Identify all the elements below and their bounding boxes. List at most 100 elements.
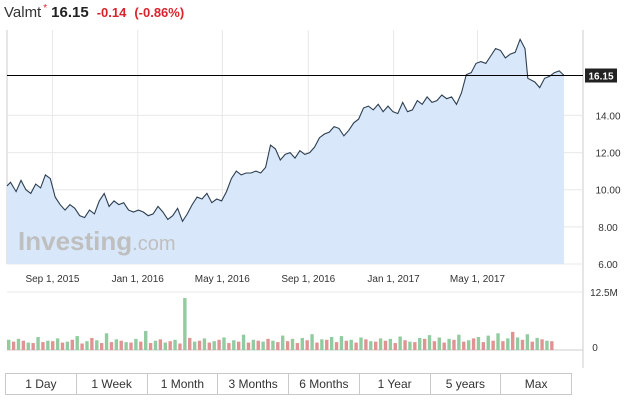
- volume-bar: [408, 341, 412, 350]
- volume-bar: [46, 340, 50, 350]
- price-change-percent: (-0.86%): [134, 5, 185, 20]
- volume-bar: [31, 343, 35, 350]
- volume-bar: [315, 342, 319, 350]
- volume-bar: [540, 339, 544, 350]
- timeframe-button-1-year[interactable]: 1 Year: [359, 374, 431, 394]
- timeframe-button-1-month[interactable]: 1 Month: [147, 374, 219, 394]
- volume-bar: [144, 330, 148, 350]
- volume-bar: [520, 339, 525, 350]
- volume-bar: [21, 340, 26, 350]
- volume-bar: [329, 337, 334, 350]
- volume-bar: [501, 341, 505, 350]
- volume-bar: [173, 339, 177, 350]
- volume-bar: [457, 334, 461, 350]
- volume-bar: [114, 339, 119, 350]
- volume-bar: [129, 342, 133, 350]
- volume-bar: [119, 340, 123, 350]
- timeframe-button-1-day[interactable]: 1 Day: [6, 374, 77, 394]
- volume-bar: [432, 341, 437, 350]
- timeframe-button-max[interactable]: Max: [501, 374, 571, 394]
- volume-bar: [261, 341, 265, 350]
- y-tick-label: 6.00: [598, 260, 618, 271]
- volume-bar: [192, 341, 197, 350]
- volume-bar: [550, 341, 554, 350]
- volume-bar: [334, 342, 339, 350]
- volume-bar: [158, 339, 163, 350]
- volume-bar: [65, 341, 70, 350]
- volume-bar: [148, 343, 153, 350]
- timeframe-button-6-months[interactable]: 6 Months: [289, 374, 360, 394]
- instrument-marker: *: [43, 3, 48, 14]
- volume-bar: [271, 340, 275, 350]
- volume-bar: [51, 341, 55, 350]
- last-price: 16.15: [51, 4, 89, 21]
- volume-bar: [285, 341, 290, 350]
- volume-bar: [300, 337, 304, 350]
- volume-bar: [95, 340, 99, 350]
- y-tick-label: 8.00: [598, 223, 618, 234]
- volume-bar: [388, 338, 393, 350]
- volume-bar: [339, 336, 344, 350]
- volume-bar: [481, 342, 486, 350]
- volume-bar: [290, 338, 295, 350]
- volume-bar: [276, 342, 280, 350]
- volume-max-label: 12.5M: [590, 288, 618, 299]
- volume-bar: [383, 340, 388, 350]
- volume-bar: [178, 343, 182, 350]
- volume-bar: [506, 338, 510, 350]
- volume-bar: [398, 336, 402, 350]
- volume-bar: [373, 341, 378, 350]
- timeframe-button-5-years[interactable]: 5 years: [430, 374, 502, 394]
- x-tick-label: Jan 1, 2017: [367, 274, 420, 285]
- x-tick-label: Jan 1, 2016: [112, 274, 165, 285]
- volume-bar: [80, 343, 84, 350]
- volume-bar: [496, 333, 500, 350]
- volume-bar: [535, 337, 539, 350]
- volume-bar: [344, 340, 349, 350]
- volume-bar: [545, 340, 549, 350]
- volume-bar: [393, 343, 397, 350]
- volume-bar: [320, 339, 324, 350]
- volume-bar: [486, 335, 490, 350]
- volume-bar: [359, 337, 363, 350]
- volume-bar: [41, 342, 45, 350]
- volume-bar: [202, 338, 207, 350]
- volume-bar: [246, 342, 251, 350]
- instrument-name[interactable]: Valmt: [4, 4, 42, 21]
- volume-bar: [354, 342, 358, 350]
- volume-bar: [99, 343, 104, 350]
- volume-bar: [447, 338, 451, 350]
- volume-bar: [403, 340, 407, 350]
- timeframe-button-3-months[interactable]: 3 Months: [218, 374, 289, 394]
- x-tick-label: Sep 1, 2015: [25, 274, 79, 285]
- volume-bar: [217, 339, 221, 350]
- volume-bar: [369, 341, 373, 350]
- volume-bar: [452, 339, 456, 350]
- volume-bar: [70, 339, 75, 350]
- volume-bar: [325, 339, 329, 350]
- volume-bar: [55, 338, 60, 350]
- volume-bar: [232, 340, 236, 350]
- current-value-label: 16.15: [588, 72, 613, 83]
- volume-bar: [525, 334, 530, 350]
- volume-bar: [60, 342, 65, 350]
- volume-bar: [168, 341, 172, 350]
- volume-bar: [7, 339, 11, 350]
- timeframe-button-1-week[interactable]: 1 Week: [76, 374, 148, 394]
- volume-bar: [197, 340, 202, 350]
- volume-bar: [256, 340, 260, 350]
- volume-bar: [36, 337, 40, 350]
- volume-bar: [491, 340, 495, 350]
- volume-bar: [26, 342, 30, 350]
- price-area: [7, 39, 565, 264]
- volume-bar: [476, 337, 481, 350]
- volume-bar: [241, 334, 246, 350]
- volume-bar: [188, 337, 192, 350]
- quote-header: Valmt * 16.15 -0.14 (-0.86%): [4, 3, 185, 26]
- price-chart[interactable]: Investing.com 14.00 12.00 10.00 8.00 6.00 16.1…: [0, 0, 625, 370]
- price-line: [6, 37, 565, 223]
- volume-bar: [139, 341, 143, 350]
- volume-bar: [183, 298, 187, 350]
- volume-bar: [11, 341, 16, 350]
- volume-bar: [442, 342, 446, 350]
